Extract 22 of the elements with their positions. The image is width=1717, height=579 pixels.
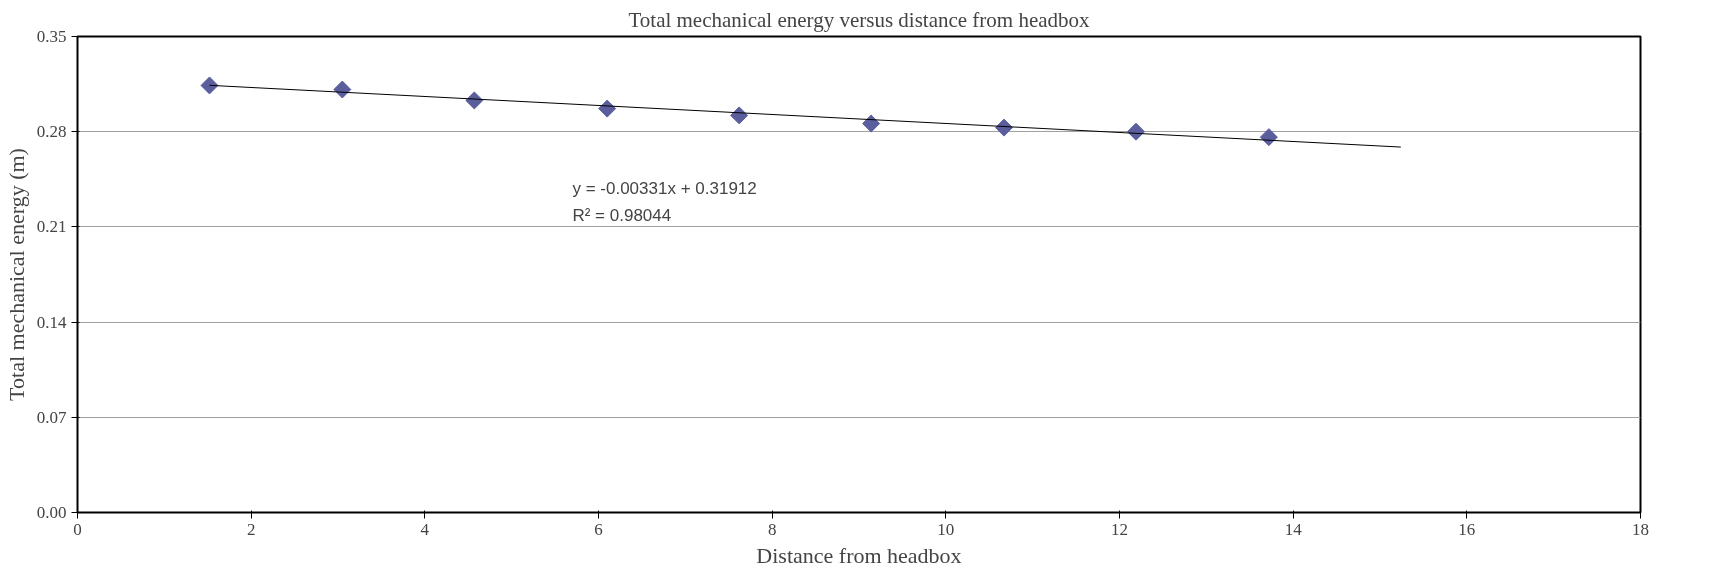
y-tick-label: 0.21 — [36, 217, 67, 237]
x-tick-label: 2 — [246, 519, 256, 539]
chart-title: Total mechanical energy versus distance from headbox — [628, 7, 1091, 32]
x-axis-title: Distance from headbox — [756, 542, 962, 568]
x-tick-label: 0 — [73, 519, 82, 539]
x-tick-label: 8 — [767, 519, 777, 539]
y-tick-label: 0.14 — [36, 312, 67, 332]
annotation: y = -0.00331x + 0.31912 R² = 0.98044 — [572, 179, 757, 225]
y-tick-label: 0.00 — [36, 503, 67, 522]
x-tick-label: 16 — [1458, 519, 1476, 539]
point — [200, 76, 219, 95]
point — [862, 114, 881, 133]
x-tick-label: 12 — [1111, 519, 1128, 539]
x-tick-label: 10 — [937, 519, 955, 539]
x-tick-label: 18 — [1632, 519, 1649, 539]
x-tick-label: 4 — [420, 519, 430, 539]
x-tick-label: 14 — [1284, 519, 1303, 539]
x-tick-label: 6 — [594, 519, 603, 539]
y-tick-label: 0.28 — [36, 122, 67, 142]
y-axis-title: Total mechanical energy (m) — [3, 148, 29, 401]
y-tick-label: 0.35 — [36, 27, 67, 46]
y-tick-label: 0.07 — [36, 407, 67, 427]
